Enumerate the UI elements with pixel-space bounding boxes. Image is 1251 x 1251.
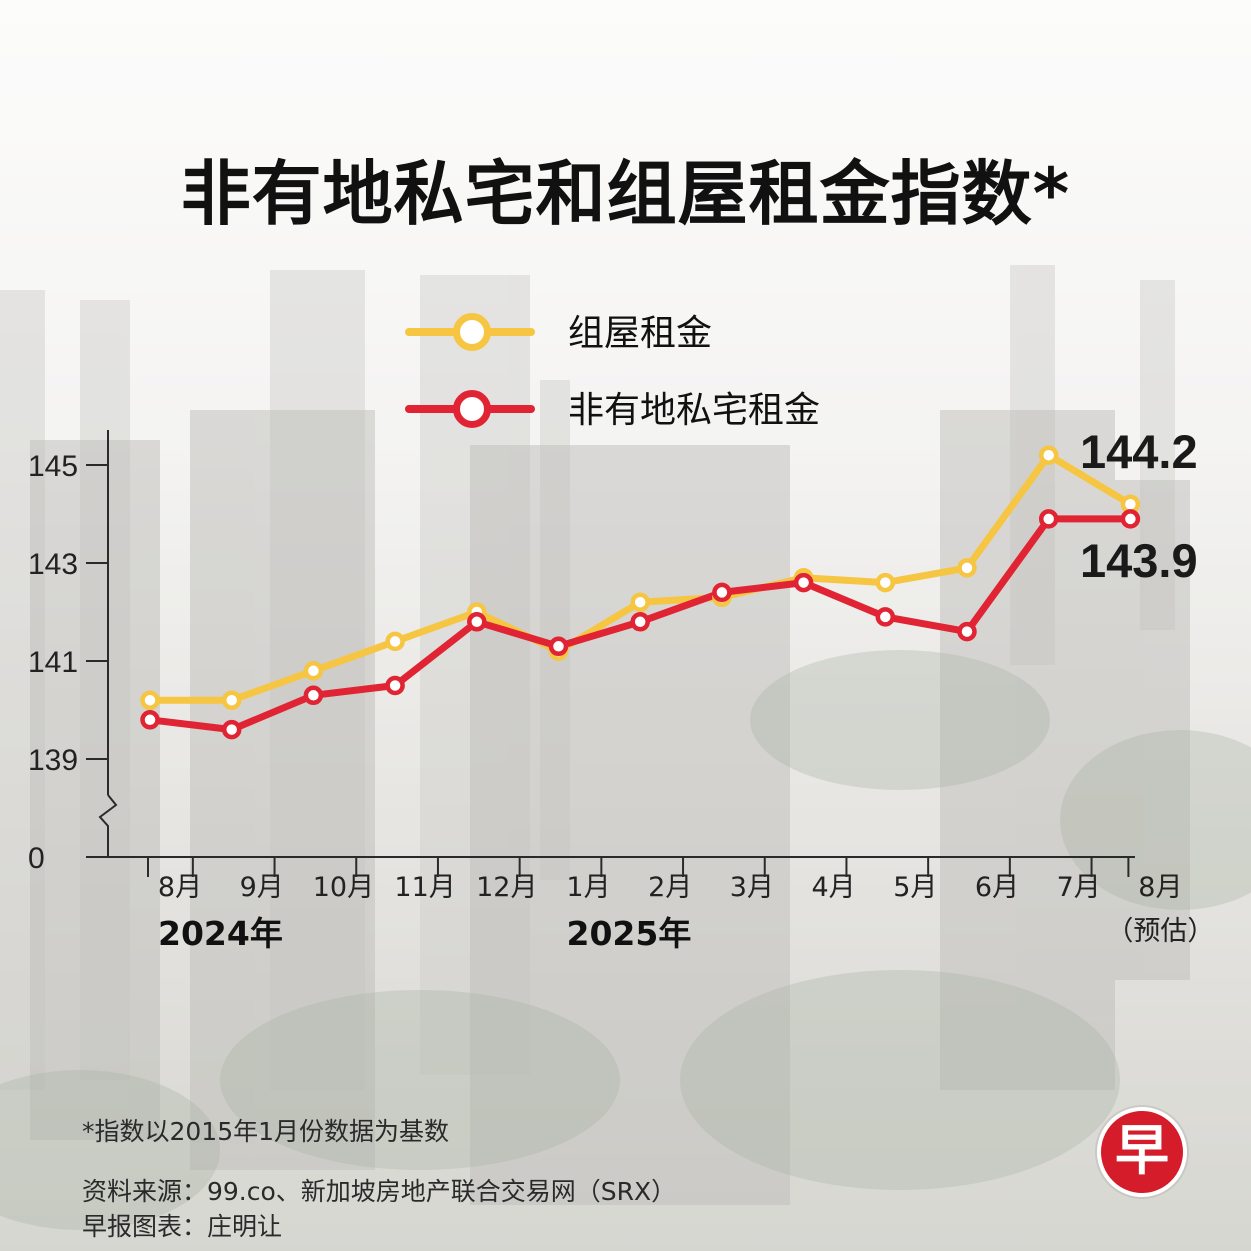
x-note-label: （预估）	[1106, 916, 1214, 947]
x-tick-label: 1月	[566, 872, 610, 903]
x-tick-label: 11月	[394, 872, 455, 903]
x-tick-label: 9月	[240, 872, 284, 903]
x-tick-label: 3月	[730, 872, 774, 903]
y-tick-label: 139	[28, 744, 78, 777]
data-point-0	[303, 661, 324, 681]
data-point-1	[712, 582, 732, 603]
data-point-0	[140, 690, 160, 710]
x-tick-label: 10月	[313, 872, 374, 903]
y-axis-break	[98, 794, 118, 857]
data-point-1	[385, 675, 405, 696]
year-label: 2025年	[567, 914, 692, 953]
x-tick-label: 8月	[158, 872, 202, 903]
y-tick-label: 0	[28, 842, 45, 875]
logo-char: 早	[1115, 1119, 1169, 1182]
data-point-1	[303, 685, 324, 706]
legend-label-condo: 非有地私宅租金	[568, 390, 821, 431]
credit-note: 早报图表：庄明让	[82, 1212, 283, 1241]
x-tick-label: 7月	[1057, 872, 1101, 903]
y-tick-label: 141	[28, 646, 78, 679]
footnote: *指数以2015年1月份数据为基数	[82, 1117, 450, 1146]
data-point-0	[957, 558, 977, 578]
data-point-1	[140, 710, 160, 730]
data-point-0	[1038, 445, 1059, 465]
data-point-1	[875, 607, 896, 627]
x-tick-label: 12月	[476, 872, 537, 903]
data-point-0	[875, 572, 896, 593]
y-tick-label: 143	[28, 548, 78, 581]
source-note: 资料来源：99.co、新加坡房地产联合交易网（SRX）	[82, 1177, 677, 1206]
data-point-0	[385, 631, 405, 652]
end-value-label: 144.2	[1080, 425, 1198, 478]
end-value-label: 143.9	[1080, 534, 1198, 587]
data-point-0	[221, 690, 242, 710]
data-point-1	[630, 612, 650, 632]
x-tick-label: 8月	[1138, 872, 1182, 903]
data-point-0	[630, 592, 650, 612]
legend-label-hdb: 组屋租金	[568, 313, 713, 354]
y-tick-label: 145	[28, 450, 78, 483]
data-point-1	[793, 572, 814, 593]
legend-marker-hdb	[453, 313, 491, 351]
data-point-1	[1120, 509, 1141, 529]
x-tick-label: 4月	[812, 872, 856, 903]
series-line-0	[146, 451, 1134, 704]
x-tick-label: 2月	[648, 872, 692, 903]
x-tick-label: 5月	[893, 872, 937, 903]
legend-marker-condo	[453, 390, 491, 428]
year-label: 2024年	[158, 914, 283, 953]
data-point-1	[221, 719, 242, 740]
data-point-1	[1038, 509, 1059, 529]
chart-title: 非有地私宅和组屋租金指数*	[180, 153, 1071, 235]
data-point-1	[957, 621, 977, 642]
data-point-1	[467, 612, 487, 632]
zaobao-logo: 早	[1097, 1107, 1187, 1197]
x-tick-label: 6月	[975, 872, 1019, 903]
data-point-1	[548, 636, 569, 657]
